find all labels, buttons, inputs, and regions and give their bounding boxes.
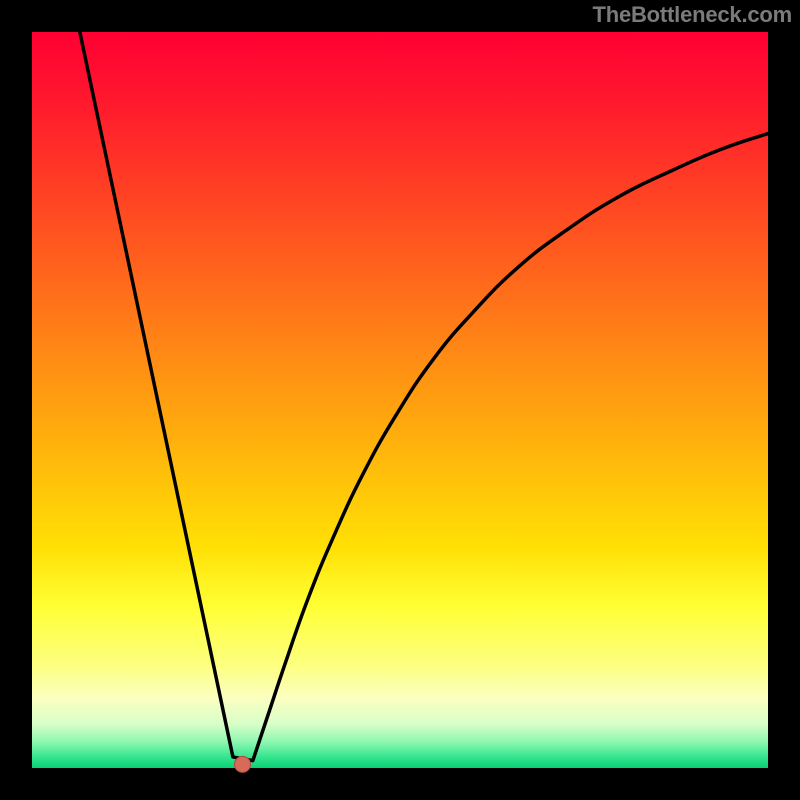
plot-background bbox=[32, 32, 768, 768]
minimum-marker bbox=[234, 756, 250, 772]
chart-stage: TheBottleneck.com bbox=[0, 0, 800, 800]
bottleneck-chart bbox=[0, 0, 800, 800]
